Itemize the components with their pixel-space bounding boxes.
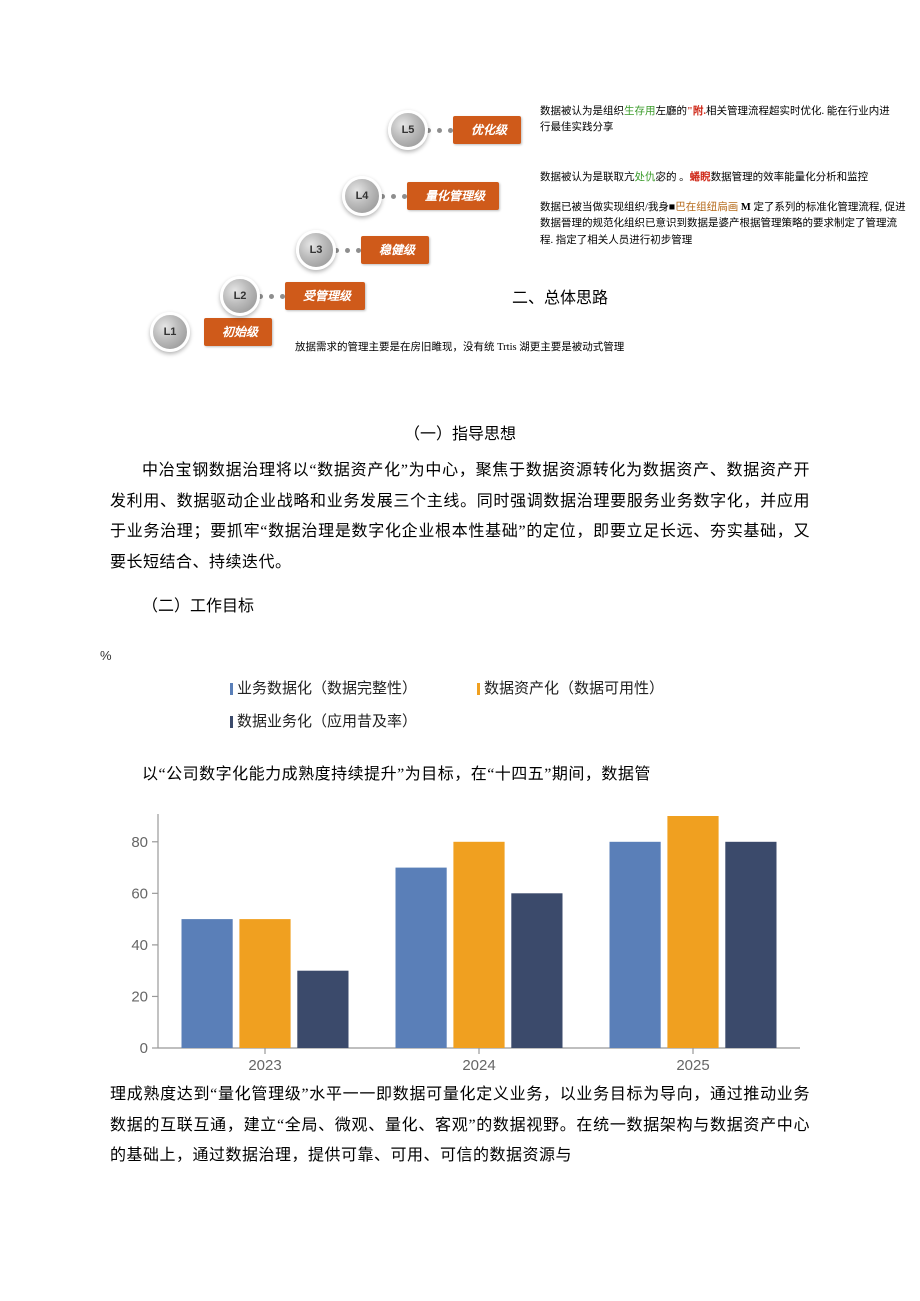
maturity-level-label: 量化管理级 bbox=[407, 182, 499, 211]
document-page: 二、总体思路 L1初始级L2受管理级L3稳健级L4量化管理级L5优化级数据被认为… bbox=[0, 0, 920, 1232]
maturity-level-l4: L4 量化管理级 bbox=[342, 176, 499, 216]
maturity-desc-1: 数据被认为是联取亢处仇宓的 。蜷睨数据管理的效率能量化分析和监控 bbox=[540, 170, 900, 186]
maturity-level-l1: L1 初始级 bbox=[150, 312, 272, 352]
maturity-level-l5: L5 优化级 bbox=[388, 110, 521, 150]
axis-label: 60 bbox=[131, 886, 148, 903]
axis-label: 2023 bbox=[248, 1057, 281, 1074]
chart-legend: 业务数据化（数据完整性） 数据资产化（数据可用性） 数据业务化（应用昔及率） bbox=[110, 675, 810, 736]
maturity-circle-icon: L4 bbox=[342, 176, 382, 216]
maturity-level-label: 受管理级 bbox=[285, 282, 365, 311]
maturity-circle-icon: L1 bbox=[150, 312, 190, 352]
bar-2025-series-0 bbox=[610, 842, 661, 1048]
axis-label: 2025 bbox=[676, 1057, 709, 1074]
bar-2023-series-0 bbox=[182, 920, 233, 1049]
connector-dots-icon bbox=[258, 294, 285, 299]
guiding-paragraph: 中冶宝钢数据治理将以“数据资产化”为中心，聚焦于数据资源转化为数据资产、数据资产… bbox=[110, 456, 810, 578]
axis-label: 2024 bbox=[462, 1057, 495, 1074]
legend-swatch-icon bbox=[230, 716, 233, 728]
maturity-desc-3: 放据需求的管理主要是在房旧雎现，没有统 Trtis 湖更主要是被动式管理 bbox=[295, 340, 795, 356]
bar-chart-svg: 0 20 40 60 80 2023 2024 2025 bbox=[110, 808, 810, 1078]
maturity-level-l2: L2 受管理级 bbox=[220, 276, 365, 316]
maturity-level-label: 优化级 bbox=[453, 116, 521, 145]
maturity-circle-icon: L2 bbox=[220, 276, 260, 316]
legend-label: 数据资产化（数据可用性） bbox=[484, 675, 664, 704]
chart-lead-text: 以“公司数字化能力成熟度持续提升”为目标，在“十四五”期间，数据管 bbox=[110, 760, 810, 790]
legend-item-dark: 数据业务化（应用昔及率） bbox=[230, 708, 417, 737]
bar-chart: 0 20 40 60 80 2023 2024 2025 bbox=[110, 808, 810, 1078]
maturity-level-l3: L3 稳健级 bbox=[296, 230, 429, 270]
maturity-level-label: 初始级 bbox=[204, 318, 272, 347]
connector-dots-icon bbox=[334, 248, 361, 253]
maturity-circle-icon: L5 bbox=[388, 110, 428, 150]
legend-item-orange: 数据资产化（数据可用性） bbox=[477, 675, 664, 704]
bar-2023-series-2 bbox=[297, 971, 348, 1048]
axis-label: 80 bbox=[131, 834, 148, 851]
maturity-level-label: 稳健级 bbox=[361, 236, 429, 265]
percent-axis-label: % bbox=[100, 644, 810, 669]
bar-2024-series-0 bbox=[396, 868, 447, 1048]
guiding-head: （一）指导思想 bbox=[110, 420, 810, 450]
maturity-circle-icon: L3 bbox=[296, 230, 336, 270]
bar-2025-series-2 bbox=[725, 842, 776, 1048]
section-title-2: 二、总体思路 bbox=[460, 284, 660, 314]
legend-swatch-icon bbox=[477, 683, 480, 695]
target-head: （二）工作目标 bbox=[110, 592, 810, 622]
legend-swatch-icon bbox=[230, 683, 233, 695]
bar-2024-series-2 bbox=[511, 894, 562, 1049]
connector-dots-icon bbox=[426, 128, 453, 133]
legend-item-blue: 业务数据化（数据完整性） bbox=[230, 675, 417, 704]
after-chart-paragraph: 理成熟度达到“量化管理级”水平一一即数据可量化定义业务，以业务目标为导向，通过推… bbox=[110, 1080, 810, 1171]
maturity-desc-0: 数据被认为是组织生存用左廳的"附.相关管理流程超实时优化. 能在行业内进行最佳实… bbox=[540, 104, 900, 137]
legend-label: 数据业务化（应用昔及率） bbox=[237, 708, 417, 737]
bar-2023-series-1 bbox=[239, 920, 290, 1049]
axis-label: 40 bbox=[131, 937, 148, 954]
maturity-desc-2: 数据已被当做实现组织/我身■巴在组纽扃画 M 定了系列的标准化管理流程, 促进数… bbox=[540, 200, 910, 249]
axis-label: 0 bbox=[140, 1040, 148, 1057]
connector-dots-icon bbox=[380, 194, 407, 199]
axis-label: 20 bbox=[131, 989, 148, 1006]
maturity-stair-diagram: 二、总体思路 L1初始级L2受管理级L3稳健级L4量化管理级L5优化级数据被认为… bbox=[110, 100, 810, 400]
legend-label: 业务数据化（数据完整性） bbox=[237, 675, 417, 704]
bar-2025-series-1 bbox=[667, 816, 718, 1048]
bar-2024-series-1 bbox=[453, 842, 504, 1048]
